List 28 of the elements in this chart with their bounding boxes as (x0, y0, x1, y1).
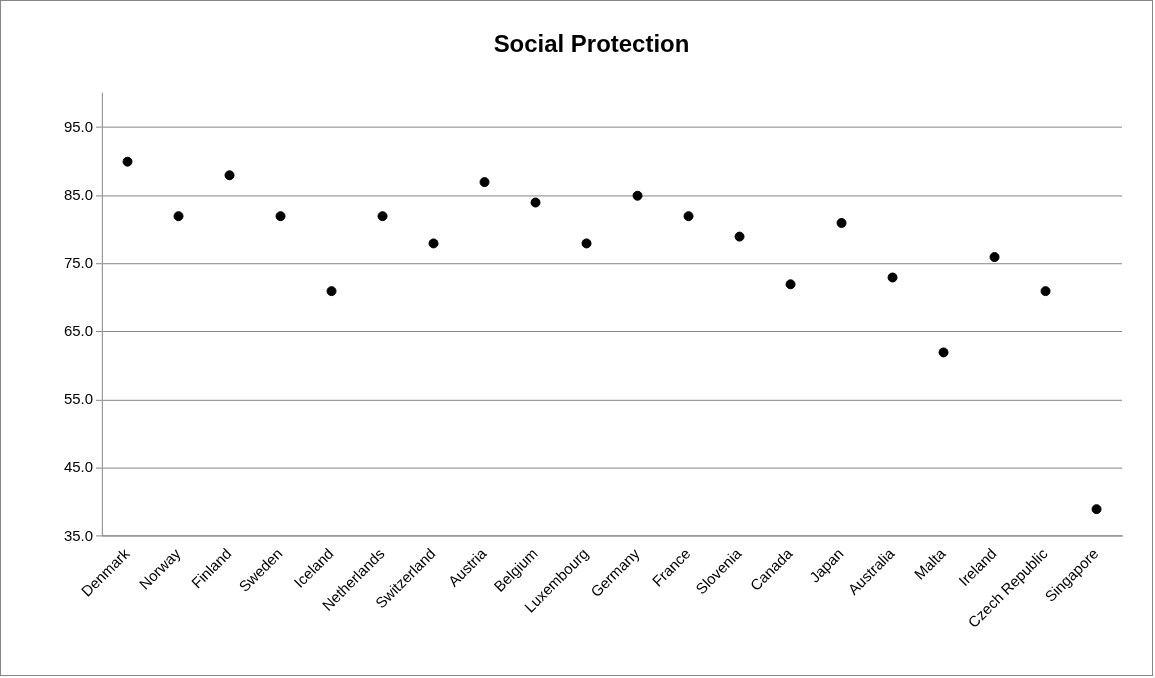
point (938, 347, 949, 358)
point (734, 231, 745, 242)
point (428, 238, 439, 249)
point (326, 286, 337, 297)
point (683, 211, 694, 222)
point (377, 211, 388, 222)
point (530, 197, 541, 208)
point (581, 238, 592, 249)
y-tick-label: 75.0 (63, 254, 94, 271)
point (887, 272, 898, 283)
point (785, 279, 796, 290)
point (479, 177, 490, 188)
y-tick-label: 95.0 (63, 117, 94, 135)
point (173, 211, 184, 222)
chart-title: Social Protection (493, 29, 690, 57)
point (836, 217, 847, 228)
point (1040, 286, 1051, 297)
point (275, 211, 286, 222)
y-tick-label: 85.0 (63, 185, 94, 203)
point (632, 190, 643, 201)
point (989, 252, 1000, 263)
y-tick-label: 55.0 (63, 390, 94, 408)
point (122, 156, 133, 167)
point (1091, 504, 1102, 515)
point (224, 170, 235, 181)
y-tick-label: 45.0 (63, 458, 94, 476)
y-tick-label: 35.0 (63, 526, 94, 544)
y-tick-label: 65.0 (63, 322, 94, 340)
